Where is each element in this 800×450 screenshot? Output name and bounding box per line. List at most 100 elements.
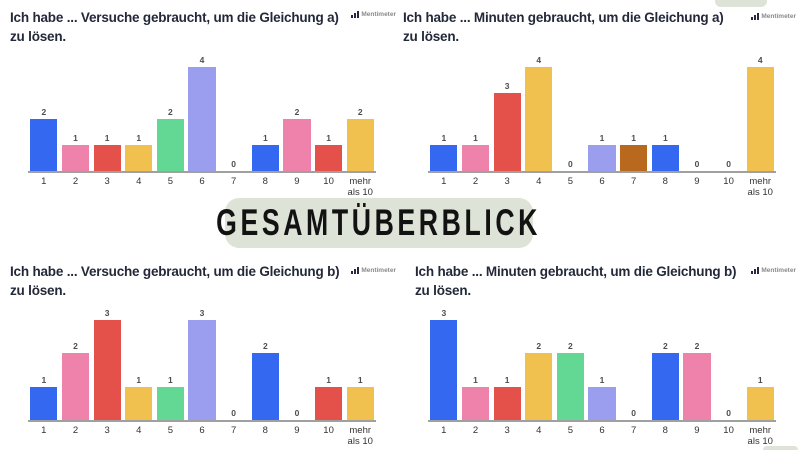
bar-column: 1 — [249, 51, 281, 171]
chart-title-line2: zu lösen. — [403, 29, 459, 44]
bar-value-label: 0 — [726, 159, 731, 169]
bar-column: 1 — [28, 300, 60, 420]
bar — [461, 145, 490, 171]
x-axis-label: mehr als 10 — [747, 425, 773, 447]
bar-column: 2 — [60, 300, 92, 420]
bar-value-label: 1 — [136, 133, 142, 143]
bar — [93, 145, 121, 171]
bar — [556, 353, 584, 420]
x-axis-label: 4 — [536, 176, 542, 187]
chart-panel-versuche-b: Ich habe ... Versuche gebraucht, um die … — [0, 225, 400, 450]
bar — [430, 145, 458, 171]
bar — [125, 386, 153, 420]
chart-title-line1: Ich habe ... Minuten gebraucht, um die G… — [415, 264, 737, 279]
x-axis-label: 6 — [199, 176, 205, 187]
bar-column: 4 — [186, 51, 218, 171]
bar — [746, 386, 774, 420]
chart-title-line2: zu lösen. — [10, 283, 66, 298]
bar-column: 1 — [460, 300, 492, 420]
chart-title: Ich habe ... Minuten gebraucht, um die G… — [415, 262, 767, 300]
bar — [493, 386, 521, 420]
x-axis-label: mehr als 10 — [347, 176, 373, 198]
bar — [314, 145, 343, 171]
x-axis-label: 4 — [136, 176, 142, 187]
x-axis-label: 8 — [262, 176, 268, 187]
x-axis-label: 7 — [631, 425, 637, 436]
mentimeter-logo-text: Mentimeter — [761, 13, 796, 20]
x-axis-label: 6 — [599, 425, 605, 436]
bar-value-label: 0 — [231, 159, 237, 169]
bar-value-label: 2 — [568, 341, 573, 352]
bar-column: 2 — [249, 300, 281, 420]
bar-value-label: 1 — [757, 374, 763, 385]
x-axis-label: 9 — [294, 176, 300, 187]
bar-value-label: 2 — [41, 107, 47, 117]
x-axis-label: mehr als 10 — [347, 425, 373, 447]
bar-column: 1 — [313, 300, 345, 420]
chart-panel-minuten-b: Ich habe ... Minuten gebraucht, um die G… — [400, 225, 800, 450]
bar — [61, 145, 90, 171]
bar-column: 0 — [681, 51, 713, 171]
bar-value-label: 1 — [73, 133, 78, 143]
bar-column: 0 — [218, 300, 250, 420]
bar — [61, 353, 90, 420]
x-axis-label: 4 — [136, 425, 142, 436]
bar-column: 0 — [555, 51, 587, 171]
bar — [346, 119, 374, 171]
bar-column: 3 — [491, 51, 523, 171]
x-axis-labels: 1 2 3 4 5 6 7 8 9 10 mehr als 10 — [428, 173, 776, 198]
bar-column: 2 — [681, 300, 713, 420]
bar-value-label: 1 — [631, 133, 637, 143]
bar-value-label: 2 — [294, 107, 300, 117]
x-axis-labels: 1 2 3 4 5 6 7 8 9 10 mehr als 10 — [428, 422, 776, 447]
bar-value-label: 0 — [694, 159, 700, 169]
bar-value-label: 3 — [104, 308, 110, 318]
bar — [746, 67, 774, 171]
x-axis-label: 3 — [504, 425, 510, 436]
bar-column: 2 — [649, 300, 681, 420]
x-axis-label: 8 — [262, 425, 268, 436]
bar — [125, 145, 153, 171]
bar-column: 0 — [281, 300, 313, 420]
bar-column: 1 — [491, 300, 523, 420]
plot-area: 1 2 3 1 1 3 0 2 0 1 1 — [28, 300, 376, 420]
bar-column: 0 — [713, 300, 745, 420]
x-axis-label: 6 — [199, 425, 205, 436]
bar-column: 1 — [586, 300, 618, 420]
mentimeter-logo-text: Mentimeter — [361, 11, 396, 18]
bar-column: 1 — [649, 51, 681, 171]
bar-value-label: 1 — [662, 133, 668, 143]
bar-column: 3 — [428, 300, 460, 420]
bar — [620, 145, 648, 171]
bar-column: 1 — [123, 51, 155, 171]
plot-area: 3 1 1 2 2 1 0 2 2 0 1 — [428, 300, 776, 420]
bar-value-label: 0 — [631, 408, 637, 418]
x-axis-label: 1 — [441, 176, 447, 187]
mentimeter-logo: Mentimeter — [751, 267, 796, 274]
bar-value-label: 1 — [473, 374, 478, 385]
bar-value-label: 1 — [599, 133, 605, 143]
bar-chart-icon — [351, 267, 360, 274]
bar-value-label: 1 — [599, 374, 605, 385]
bar-column: 1 — [344, 300, 376, 420]
x-axis-label: 7 — [231, 425, 237, 436]
bar — [461, 386, 490, 420]
chart-title-line2: zu lösen. — [10, 29, 66, 44]
bar-value-label: 1 — [168, 374, 173, 385]
bar — [93, 320, 121, 420]
bar-value-label: 3 — [504, 81, 510, 91]
x-axis-label: 9 — [694, 176, 700, 187]
bar — [251, 353, 279, 420]
mentimeter-logo: Mentimeter — [351, 267, 396, 274]
x-axis-label: 7 — [631, 176, 637, 187]
bar-value-label: 2 — [536, 341, 542, 352]
mentimeter-logo: Mentimeter — [351, 11, 396, 18]
x-axis-label: 5 — [167, 176, 174, 187]
x-axis-label: 10 — [323, 176, 334, 187]
bar-value-label: 1 — [262, 133, 268, 143]
x-axis-label: 5 — [567, 176, 574, 187]
bar-value-label: 1 — [326, 133, 331, 143]
x-axis-label: 8 — [662, 425, 668, 436]
x-axis-label: 9 — [694, 425, 700, 436]
